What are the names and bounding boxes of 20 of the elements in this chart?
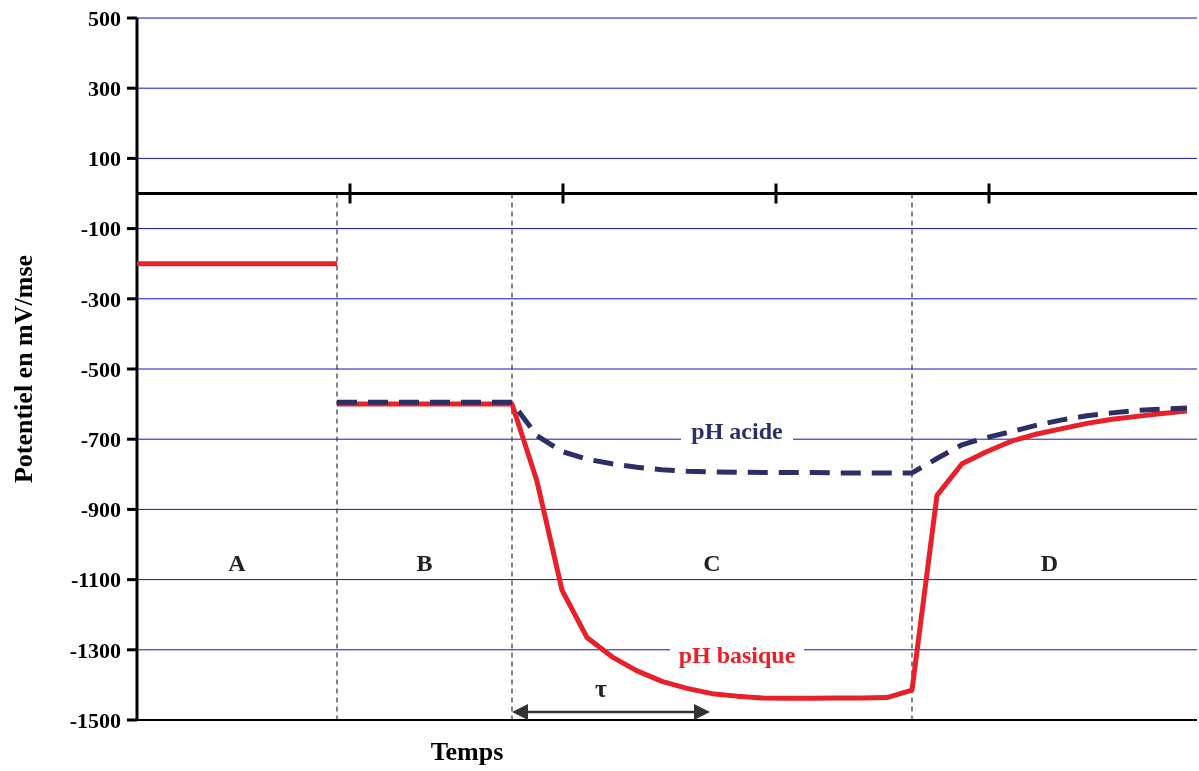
series-label: pH basique bbox=[678, 641, 796, 668]
y-tick-label: -900 bbox=[80, 497, 121, 523]
y-tick-label: 100 bbox=[88, 146, 121, 172]
y-tick-label: -500 bbox=[80, 356, 121, 382]
annotation: τ bbox=[595, 674, 608, 704]
y-tick-label: -100 bbox=[80, 216, 121, 242]
annotation: B bbox=[416, 550, 433, 577]
y-tick-label: 300 bbox=[88, 75, 121, 101]
x-axis-title: Temps bbox=[430, 737, 504, 766]
y-tick-label: 500 bbox=[88, 5, 121, 31]
annotation: C bbox=[703, 550, 721, 577]
series-label: pH acide bbox=[691, 417, 784, 444]
y-tick-label: -1300 bbox=[69, 637, 121, 663]
y-tick-label: -300 bbox=[80, 286, 121, 312]
annotation: D bbox=[1040, 550, 1059, 577]
y-tick-label: -1100 bbox=[70, 567, 121, 593]
y-axis-title: Potentiel en mV/mse bbox=[9, 254, 38, 484]
annotation: A bbox=[228, 550, 247, 577]
y-tick-label: -1500 bbox=[69, 707, 121, 733]
y-tick-label: -700 bbox=[80, 426, 121, 452]
